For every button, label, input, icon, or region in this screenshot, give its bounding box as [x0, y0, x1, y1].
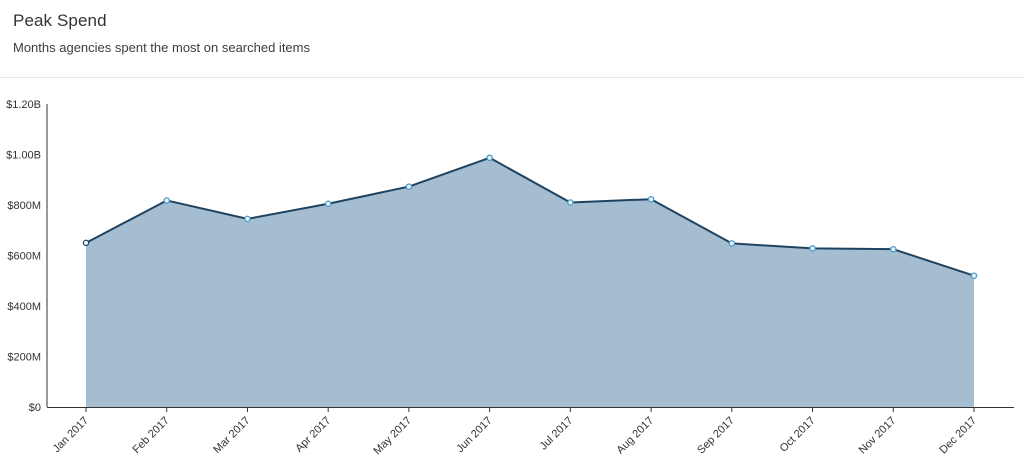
data-point[interactable] — [567, 199, 574, 206]
chart-title: Peak Spend — [13, 11, 107, 30]
chart-header: Peak Spend Months agencies spent the mos… — [0, 0, 1024, 78]
x-tick-label: Dec 2017 — [937, 415, 979, 457]
x-tick-label: Jun 2017 — [454, 415, 494, 455]
data-point[interactable] — [324, 200, 332, 207]
x-tick-label: Oct 2017 — [778, 415, 818, 455]
data-point[interactable] — [244, 215, 251, 223]
y-tick-label: $1.20B — [6, 99, 41, 111]
x-tick-label: Nov 2017 — [857, 415, 899, 457]
area-layer — [86, 157, 974, 407]
data-point[interactable] — [486, 154, 493, 162]
x-tick-label: Jan 2017 — [51, 415, 91, 455]
x-tick-label: Jul 2017 — [538, 415, 576, 453]
x-tick-label: May 2017 — [371, 415, 414, 458]
data-point[interactable] — [405, 183, 413, 190]
y-tick-label: $600M — [7, 251, 41, 263]
data-point[interactable] — [82, 239, 90, 247]
chart-subtitle: Months agencies spent the most on search… — [13, 40, 310, 55]
data-point[interactable] — [890, 245, 897, 253]
x-tick-label: Apr 2017 — [293, 415, 333, 455]
data-point[interactable] — [809, 245, 816, 252]
data-point[interactable] — [728, 240, 736, 247]
y-tick-label: $800M — [7, 200, 41, 212]
x-tick-label: Sep 2017 — [695, 415, 737, 457]
spend-line — [85, 156, 975, 277]
y-tick-label: $1.00B — [6, 150, 41, 162]
x-tick-label: Feb 2017 — [130, 415, 171, 456]
line-layer — [85, 156, 975, 277]
data-point[interactable] — [647, 195, 655, 203]
axis-layer — [46, 104, 1014, 412]
y-tick-label: $200M — [7, 352, 41, 364]
data-point[interactable] — [163, 197, 170, 204]
spend-area — [86, 157, 974, 407]
x-tick-label: Aug 2017 — [614, 415, 656, 457]
y-tick-label: $400M — [7, 301, 41, 313]
x-tick-label: Mar 2017 — [211, 415, 252, 456]
y-tick-label: $0 — [29, 402, 41, 414]
data-point[interactable] — [970, 272, 978, 279]
marker-layer — [82, 154, 978, 279]
